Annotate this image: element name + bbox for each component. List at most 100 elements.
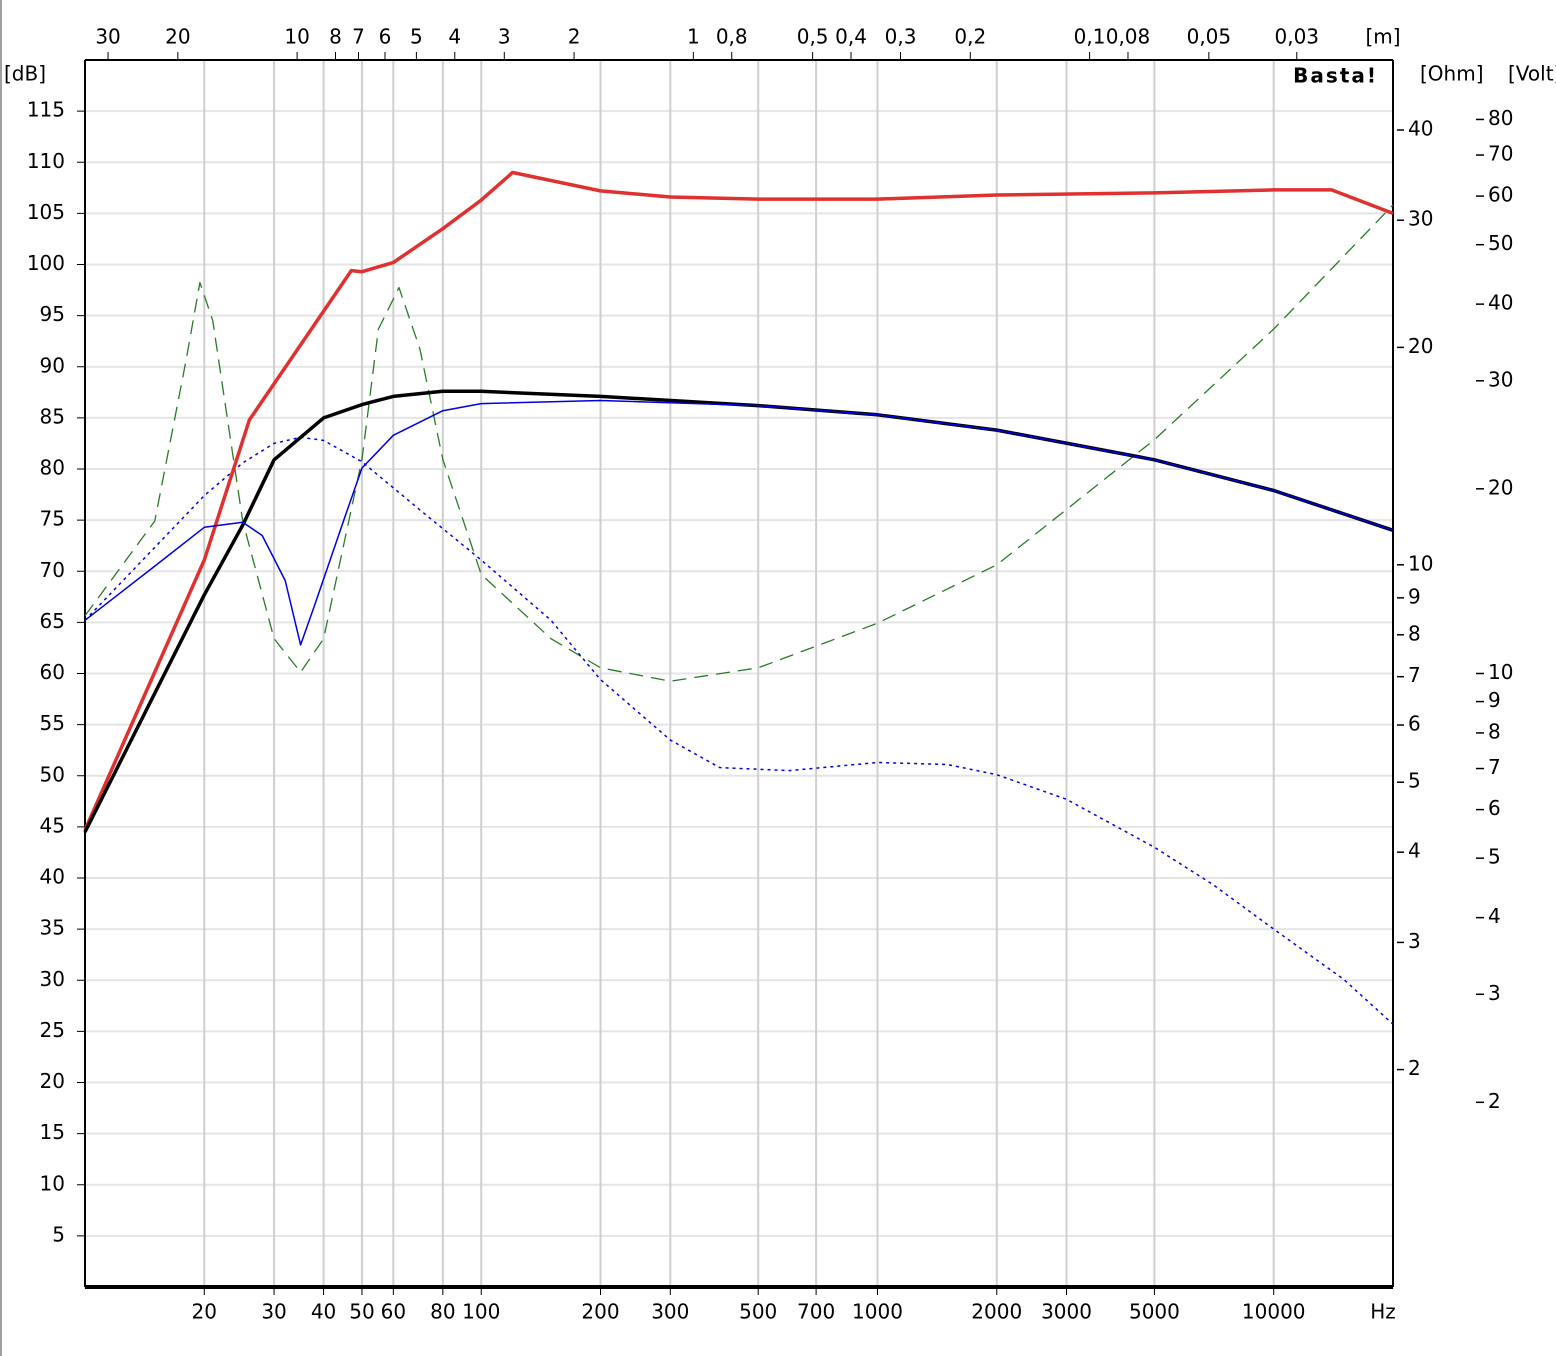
- y-tick-label: 115: [27, 98, 65, 122]
- y2-tick-label: 30: [1408, 207, 1433, 231]
- y3-tick-label: 6: [1488, 796, 1501, 820]
- x-tick-label: 700: [797, 1300, 835, 1324]
- x2-tick-label: 1: [687, 25, 700, 49]
- x2-tick-label: 0,8: [716, 25, 748, 49]
- y3-unit: [Volt]: [1508, 62, 1556, 86]
- y3-tick-label: 70: [1488, 142, 1513, 166]
- y-tick-label: 35: [40, 916, 65, 940]
- x2-tick-label: 0,1: [1074, 25, 1106, 49]
- y3-tick-label: 20: [1488, 475, 1513, 499]
- y-tick-label: 25: [40, 1018, 65, 1042]
- y3-tick-label: 30: [1488, 367, 1513, 391]
- y-tick-label: 100: [27, 251, 65, 275]
- x2-tick-label: 0,5: [797, 25, 829, 49]
- x2-tick-label: 0,03: [1275, 25, 1320, 49]
- x-tick-label: 3000: [1041, 1300, 1092, 1324]
- y3-tick-label: 40: [1488, 291, 1513, 315]
- x-tick-label: 500: [739, 1300, 777, 1324]
- y-tick-label: 95: [40, 302, 65, 326]
- y-unit: [dB]: [4, 62, 46, 86]
- y-tick-label: 10: [40, 1171, 65, 1195]
- x-tick-label: 50: [349, 1300, 374, 1324]
- x-tick-label: 300: [651, 1300, 689, 1324]
- y3-tick-label: 8: [1488, 719, 1501, 743]
- y-tick-label: 55: [40, 711, 65, 735]
- y-tick-label: 30: [40, 967, 65, 991]
- y-tick-label: 75: [40, 507, 65, 531]
- x2-tick-label: 30: [95, 25, 120, 49]
- y-tick-label: 40: [40, 865, 65, 889]
- y2-tick-label: 6: [1408, 712, 1421, 736]
- y2-tick-label: 7: [1408, 663, 1421, 687]
- x-tick-label: 1000: [852, 1300, 903, 1324]
- x2-tick-label: 4: [448, 25, 461, 49]
- series-line: [84, 436, 1394, 1025]
- y2-tick-label: 10: [1408, 551, 1433, 575]
- x-tick-label: 80: [430, 1300, 455, 1324]
- y-tick-label: 15: [40, 1120, 65, 1144]
- y2-tick-label: 4: [1408, 839, 1421, 863]
- y3-tick-label: 10: [1488, 660, 1513, 684]
- y3-tick-label: 60: [1488, 183, 1513, 207]
- y2-tick-label: 9: [1408, 584, 1421, 608]
- y-tick-label: 20: [40, 1069, 65, 1093]
- y-tick-label: 80: [40, 456, 65, 480]
- series-line: [84, 399, 1394, 646]
- y-tick-label: 5: [52, 1222, 65, 1246]
- y3-tick-label: 80: [1488, 106, 1513, 130]
- y2-tick-label: 20: [1408, 334, 1433, 358]
- y-tick-label: 85: [40, 404, 65, 428]
- series-line: [83, 170, 1394, 831]
- x2-tick-label: 10: [284, 25, 309, 49]
- x-tick-label: 2000: [971, 1300, 1022, 1324]
- y2-unit: [Ohm]: [1420, 62, 1484, 86]
- x2-tick-label: 8: [329, 25, 342, 49]
- x-tick-label: 200: [581, 1300, 619, 1324]
- y3-tick-label: 2: [1488, 1089, 1501, 1113]
- y2-tick-label: 40: [1408, 116, 1433, 140]
- x-tick-label: 30: [261, 1300, 286, 1324]
- y-tick-label: 90: [40, 353, 65, 377]
- y-tick-label: 70: [40, 558, 65, 582]
- x2-tick-label: 0,4: [835, 25, 867, 49]
- y2-tick-label: 5: [1408, 769, 1421, 793]
- y-tick-label: 50: [40, 762, 65, 786]
- series-line: [84, 204, 1394, 682]
- x2-unit: [m]: [1365, 25, 1400, 49]
- x2-tick-label: 0,05: [1187, 25, 1232, 49]
- y-tick-label: 105: [27, 200, 65, 224]
- y3-tick-label: 9: [1488, 688, 1501, 712]
- x2-tick-label: 0,08: [1106, 25, 1151, 49]
- watermark: Basta!: [1293, 64, 1378, 88]
- x-tick-label: 20: [192, 1300, 217, 1324]
- x2-tick-label: 0,3: [885, 25, 917, 49]
- x-tick-label: 5000: [1129, 1300, 1180, 1324]
- x-tick-label: 60: [381, 1300, 406, 1324]
- x-unit: Hz: [1370, 1300, 1396, 1324]
- x2-tick-label: 20: [165, 25, 190, 49]
- x-tick-label: 40: [311, 1300, 336, 1324]
- x2-tick-label: 3: [498, 25, 511, 49]
- y2-tick-label: 3: [1408, 929, 1421, 953]
- x2-tick-label: 5: [410, 25, 423, 49]
- y2-tick-label: 2: [1408, 1056, 1421, 1080]
- x-tick-label: 10000: [1242, 1300, 1306, 1324]
- y2-tick-label: 8: [1408, 621, 1421, 645]
- y-tick-label: 110: [27, 149, 65, 173]
- x2-tick-label: 6: [379, 25, 392, 49]
- x2-tick-label: 0,2: [954, 25, 986, 49]
- y-tick-label: 60: [40, 660, 65, 684]
- y3-tick-label: 7: [1488, 755, 1501, 779]
- y3-tick-label: 5: [1488, 845, 1501, 869]
- y3-tick-label: 50: [1488, 231, 1513, 255]
- x2-tick-label: 2: [568, 25, 581, 49]
- y3-tick-label: 4: [1488, 904, 1501, 928]
- y-tick-label: 45: [40, 813, 65, 837]
- y-tick-label: 65: [40, 609, 65, 633]
- y3-tick-label: 3: [1488, 981, 1501, 1005]
- x2-tick-label: 7: [352, 25, 365, 49]
- x-tick-label: 100: [462, 1300, 500, 1324]
